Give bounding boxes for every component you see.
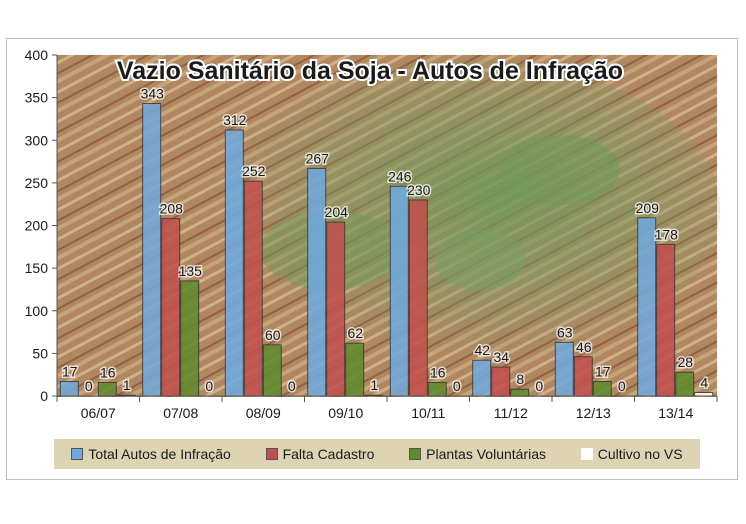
value-label: 63	[557, 324, 573, 340]
y-tick-label: 200	[25, 218, 49, 234]
legend-swatch	[265, 448, 278, 460]
bar-1-08-09	[224, 129, 244, 397]
value-label: 0	[85, 378, 93, 394]
value-label: 1	[370, 377, 378, 393]
value-label: 17	[62, 364, 78, 380]
x-tick-label: 13/14	[658, 405, 693, 421]
chart-legend: Total Autos de Infração Falta Cadastro Pla…	[54, 439, 700, 469]
value-label: 34	[493, 349, 509, 365]
legend-swatch	[409, 448, 422, 460]
value-label: 0	[535, 378, 543, 394]
value-label: 46	[576, 339, 592, 355]
y-tick-label: 300	[25, 132, 49, 148]
value-label: 252	[242, 163, 266, 179]
bar-1-12-13	[554, 341, 574, 397]
legend-label: Cultivo no VS	[597, 446, 683, 462]
y-tick-label: 350	[25, 90, 49, 106]
legend-item-2: Falta Cadastro	[265, 446, 375, 462]
value-label: 0	[618, 378, 626, 394]
value-label: 178	[655, 226, 679, 242]
value-label: 42	[474, 342, 490, 358]
legend-label: Plantas Voluntárias	[426, 446, 546, 462]
value-label: 1	[123, 377, 131, 393]
chart-frame	[6, 38, 738, 480]
value-label: 267	[306, 150, 330, 166]
bar-3-13-14	[675, 371, 695, 397]
legend-item-3: Plantas Voluntárias	[409, 446, 546, 462]
y-tick-label: 400	[25, 47, 49, 63]
bar-3-07-08	[180, 280, 200, 397]
bar-2-10-11	[408, 199, 428, 397]
legend-item-1: Total Autos de Infração	[71, 446, 231, 462]
chart-title: Vazio Sanitário da Soja - Autos de Infra…	[117, 57, 623, 85]
legend-label: Total Autos de Infração	[88, 446, 231, 462]
value-label: 8	[516, 371, 524, 387]
bar-3-09-10	[345, 342, 365, 397]
y-tick-label: 150	[25, 260, 49, 276]
bar-4-13-14	[694, 392, 714, 397]
bar-2-11-12	[491, 366, 511, 397]
legend-item-4: Cultivo no VS	[580, 446, 683, 462]
bar-3-12-13	[592, 381, 612, 397]
bar-1-09-10	[307, 167, 327, 397]
bar-3-10-11	[427, 381, 447, 397]
value-label: 28	[677, 354, 693, 370]
y-tick-label: 100	[25, 303, 49, 319]
x-tick-label: 11/12	[494, 405, 528, 421]
bar-1-06-07	[59, 381, 79, 397]
value-label: 204	[325, 204, 349, 220]
bar-3-11-12	[510, 388, 530, 397]
value-label: 16	[430, 364, 446, 380]
value-label: 230	[407, 182, 431, 198]
bar-2-07-08	[161, 218, 181, 397]
x-tick-label: 09/10	[328, 405, 363, 421]
bar-1-13-14	[637, 217, 657, 397]
value-label: 60	[265, 327, 281, 343]
bar-1-10-11	[389, 185, 409, 397]
bar-3-06-07	[97, 381, 117, 397]
y-tick-label: 250	[25, 175, 49, 191]
bar-2-08-09	[243, 180, 263, 397]
x-tick-label: 08/09	[246, 405, 281, 421]
bar-2-09-10	[326, 221, 346, 397]
value-label: 208	[160, 201, 184, 217]
x-tick-label: 07/08	[163, 405, 198, 421]
value-label: 4	[700, 375, 708, 391]
bar-2-12-13	[573, 356, 593, 397]
value-label: 62	[347, 325, 363, 341]
value-label: 135	[179, 263, 203, 279]
bar-3-08-09	[262, 344, 282, 397]
value-label: 16	[100, 364, 116, 380]
x-tick-label: 12/13	[576, 405, 611, 421]
x-tick-label: 10/11	[411, 405, 445, 421]
legend-swatch	[71, 448, 84, 460]
legend-label: Falta Cadastro	[282, 446, 375, 462]
bar-2-13-14	[656, 243, 676, 397]
value-label: 209	[636, 200, 660, 216]
x-tick-label: 06/07	[81, 405, 116, 421]
legend-swatch	[580, 448, 593, 460]
y-tick-label: 0	[40, 388, 48, 404]
value-label: 0	[205, 378, 213, 394]
value-label: 17	[595, 364, 611, 380]
value-label: 312	[223, 112, 247, 128]
bar-1-11-12	[472, 359, 492, 397]
y-tick-label: 50	[32, 345, 48, 361]
value-label: 0	[453, 378, 461, 394]
bar-1-07-08	[142, 103, 162, 397]
value-label: 246	[388, 168, 412, 184]
value-label: 343	[141, 86, 165, 102]
value-label: 0	[288, 378, 296, 394]
